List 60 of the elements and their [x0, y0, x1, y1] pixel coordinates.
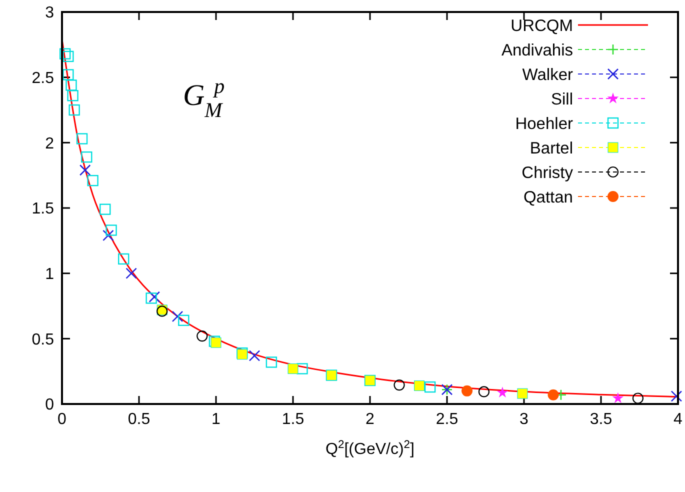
x-tick-label: 1.5 — [282, 411, 304, 428]
point — [548, 389, 559, 400]
point — [62, 69, 74, 80]
x-tick-label: 3 — [520, 411, 529, 428]
point — [79, 164, 91, 176]
point — [478, 386, 490, 398]
point — [59, 48, 71, 60]
point — [62, 50, 74, 62]
x-tick-label: 2 — [366, 411, 375, 428]
legend-label: Hoehler — [515, 114, 574, 133]
point — [126, 268, 137, 279]
point — [517, 388, 528, 399]
point — [106, 224, 117, 236]
point — [462, 385, 473, 396]
x-tick-label: 1 — [212, 411, 221, 428]
point — [414, 380, 425, 391]
legend-label: Qattan — [523, 188, 573, 206]
legend-label: Sill — [550, 90, 573, 108]
point — [81, 151, 92, 163]
y-tick-label: 0 — [45, 396, 54, 414]
point — [248, 350, 260, 362]
legend-label: Walker — [522, 66, 574, 84]
legend-label: URCQM — [510, 16, 573, 35]
x-axis-title: Q$^{2}$[(GeV/c)$^{2}$] — [326, 439, 414, 458]
legend-label: Andivahis — [501, 41, 573, 60]
point — [102, 230, 114, 242]
x-tick-label: 2.5 — [436, 411, 458, 428]
y-tick-label: 1 — [45, 266, 54, 283]
point — [632, 392, 644, 404]
x-tick-label: 3.5 — [590, 411, 612, 428]
point — [118, 253, 130, 265]
point — [66, 80, 77, 91]
point — [172, 310, 184, 322]
y-tick-label: 1.5 — [32, 200, 54, 218]
point — [100, 204, 111, 215]
y-tick-label: 3 — [45, 4, 54, 22]
x-tick-label: 0.5 — [128, 411, 150, 428]
point — [288, 363, 298, 374]
point — [76, 133, 88, 144]
point — [87, 174, 98, 186]
point — [670, 390, 682, 402]
point — [266, 356, 278, 368]
point — [67, 90, 78, 102]
point — [394, 380, 405, 391]
point — [148, 291, 160, 303]
point — [424, 381, 436, 393]
x-tick-label: 4 — [674, 411, 683, 428]
point — [178, 314, 190, 326]
legend-label: Christy — [522, 164, 574, 182]
x-tick-label: 0 — [58, 411, 67, 428]
point — [68, 104, 80, 116]
point — [196, 330, 208, 342]
y-tick-label: 2 — [45, 135, 54, 152]
point — [296, 363, 308, 374]
y-tick-label: 2.5 — [32, 70, 54, 87]
point — [146, 292, 157, 304]
point — [612, 392, 624, 404]
point — [496, 386, 508, 398]
legend-label: Bartel — [530, 139, 573, 158]
y-tick-label: 0.5 — [32, 331, 54, 348]
